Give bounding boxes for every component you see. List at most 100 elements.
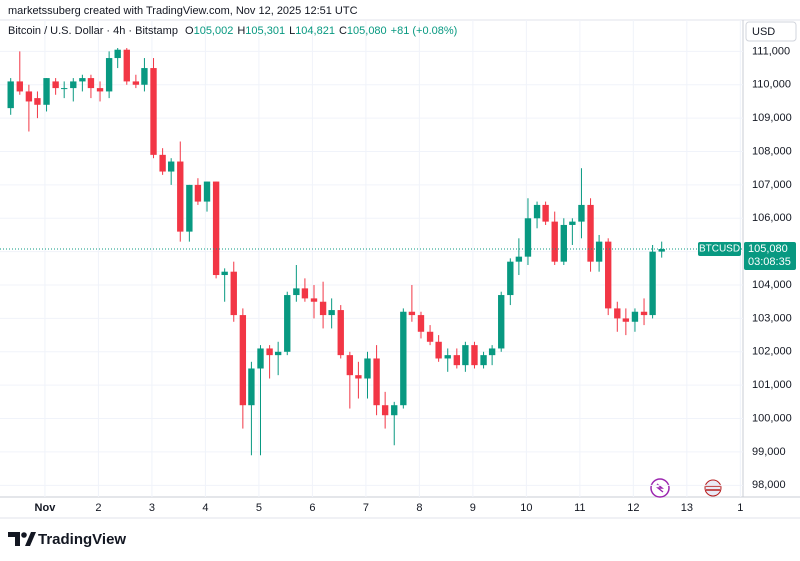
candle-body (159, 154, 166, 172)
candle-body (70, 81, 77, 89)
x-tick-label: 3 (149, 502, 155, 514)
y-tick-label: 102,000 (752, 346, 792, 358)
candle-body (105, 58, 113, 92)
y-tick-label: 110,000 (752, 79, 791, 91)
y-tick-label: 103,000 (752, 312, 792, 324)
candle-body (488, 348, 496, 356)
candle-body (257, 348, 264, 369)
symbol-legend: Bitcoin / U.S. Dollar · 4h · Bitstamp O1… (8, 25, 457, 37)
candle-body (79, 78, 86, 82)
event-icons (650, 478, 722, 498)
candle-body (498, 295, 505, 349)
candle-body (658, 248, 665, 252)
candle-body (471, 345, 478, 366)
candle-body (248, 368, 255, 406)
candle-body (123, 49, 130, 82)
candle-body (453, 355, 461, 366)
grid (0, 20, 743, 497)
y-tick-label: 101,000 (752, 379, 792, 391)
candle-body (346, 355, 354, 376)
candle-body (587, 204, 594, 262)
candle-body (284, 295, 291, 352)
candle-body (400, 311, 407, 406)
candle-body (150, 68, 157, 155)
candle-body (426, 331, 434, 342)
logo-mark (21, 532, 27, 538)
ohlc-key: C (338, 25, 347, 37)
price-label: 105,080 (748, 243, 788, 255)
ohlc-key: O (185, 25, 194, 37)
ohlc-value: 105,002 (193, 25, 234, 37)
candle-body (381, 405, 389, 416)
candle-body (507, 261, 514, 296)
candle-body (16, 81, 23, 92)
candle-body (560, 224, 567, 262)
candle-body (444, 355, 451, 359)
x-tick-label: 4 (202, 502, 208, 514)
candle-body (274, 351, 282, 356)
ohlc-value: 105,080 (346, 25, 387, 37)
x-tick-label: 9 (470, 502, 476, 514)
candle-body (640, 311, 648, 316)
y-tick-label: 106,000 (752, 212, 792, 224)
ohlc-key: L (289, 25, 296, 37)
candle-body (266, 348, 273, 356)
candle-body (355, 375, 362, 379)
y-tick-label: 99,000 (752, 446, 786, 458)
candle-body (649, 251, 656, 316)
symbol-tag (698, 241, 741, 256)
candle-body (373, 358, 380, 406)
candle-body (391, 405, 398, 416)
candle-body (337, 310, 344, 356)
x-tick-label: 1 (737, 502, 743, 514)
candle-body (7, 81, 14, 109)
candle-body (533, 204, 541, 219)
candle-body (194, 184, 202, 202)
candle-body (221, 271, 228, 276)
candle-body (52, 81, 59, 89)
x-tick-label: 13 (681, 502, 693, 514)
price-tag (744, 241, 796, 270)
candle-body (114, 49, 121, 59)
candle-body (25, 91, 33, 102)
x-tick-label: 2 (95, 502, 101, 514)
candle-body (480, 355, 487, 366)
tv-logo: TradingView (8, 531, 126, 548)
x-tick-label: 6 (309, 502, 315, 514)
change: +81 (+0.08%) (390, 25, 458, 37)
event-icon (704, 479, 722, 497)
x-tick-label: 7 (363, 502, 369, 514)
candle-body (186, 184, 193, 232)
candle-body (328, 310, 335, 316)
x-tick-label: 12 (627, 502, 639, 514)
candle-body (239, 315, 247, 406)
candle-body (87, 78, 95, 89)
x-tick-label: 11 (574, 502, 585, 514)
candle-body (364, 358, 371, 379)
candle-body (551, 221, 558, 262)
candle-body (569, 221, 576, 225)
candle-body (212, 181, 220, 276)
x-tick-label: 8 (416, 502, 422, 514)
candle-body (631, 311, 639, 322)
event-icon-glyph (706, 485, 720, 491)
candle-body (177, 161, 184, 232)
y-tick-label: 98,000 (752, 479, 786, 491)
x-tick-label: Nov (35, 502, 57, 514)
y-tick-label: 104,000 (752, 279, 792, 291)
candle-body (141, 68, 148, 85)
event-icon-glyph (656, 483, 664, 493)
ohlc-key: H (237, 25, 246, 37)
x-tick-label: 5 (256, 502, 262, 514)
candle-body (61, 88, 68, 90)
candle-body (310, 298, 318, 302)
candle-body (319, 301, 327, 316)
y-tick-label: 111,000 (752, 45, 790, 57)
candle-body (230, 271, 237, 316)
candle-body (462, 345, 469, 366)
candle-body (34, 98, 41, 105)
candle-body (408, 311, 416, 316)
candle-body (43, 78, 50, 105)
currency-box (745, 21, 797, 42)
